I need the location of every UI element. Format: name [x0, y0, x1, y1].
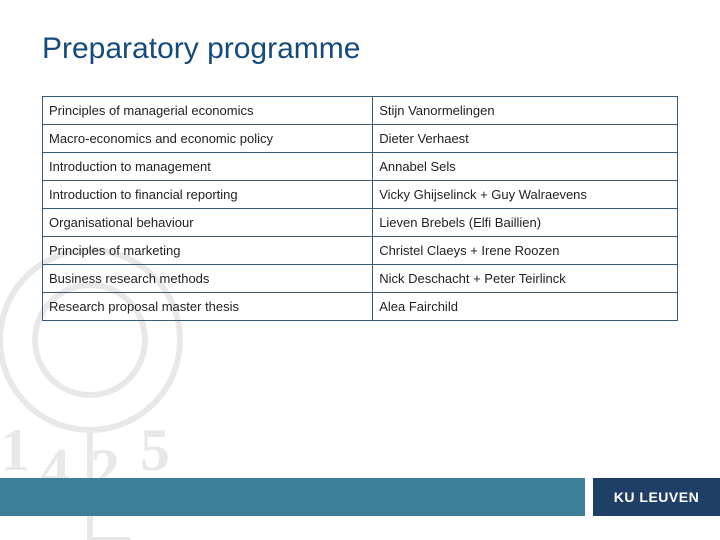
- table-row: Principles of marketing Christel Claeys …: [43, 237, 678, 265]
- instructor-cell: Stijn Vanormelingen: [373, 97, 678, 125]
- svg-text:1: 1: [0, 417, 30, 483]
- instructor-cell: Alea Fairchild: [373, 293, 678, 321]
- course-cell: Introduction to financial reporting: [43, 181, 373, 209]
- table-row: Research proposal master thesis Alea Fai…: [43, 293, 678, 321]
- table-row: Introduction to management Annabel Sels: [43, 153, 678, 181]
- table-row: Macro-economics and economic policy Diet…: [43, 125, 678, 153]
- course-table: Principles of managerial economics Stijn…: [42, 96, 678, 321]
- instructor-cell: Dieter Verhaest: [373, 125, 678, 153]
- course-cell: Principles of marketing: [43, 237, 373, 265]
- course-cell: Introduction to management: [43, 153, 373, 181]
- course-cell: Macro-economics and economic policy: [43, 125, 373, 153]
- svg-text:5: 5: [140, 417, 170, 483]
- footer-gap: [585, 478, 593, 516]
- table-row: Principles of managerial economics Stijn…: [43, 97, 678, 125]
- course-cell: Business research methods: [43, 265, 373, 293]
- course-cell: Research proposal master thesis: [43, 293, 373, 321]
- footer-band: [0, 478, 585, 516]
- table-row: Business research methods Nick Deschacht…: [43, 265, 678, 293]
- ku-leuven-logo: KU LEUVEN: [593, 478, 720, 516]
- instructor-cell: Christel Claeys + Irene Roozen: [373, 237, 678, 265]
- instructor-cell: Vicky Ghijselinck + Guy Walraevens: [373, 181, 678, 209]
- instructor-cell: Annabel Sels: [373, 153, 678, 181]
- course-cell: Principles of managerial economics: [43, 97, 373, 125]
- course-cell: Organisational behaviour: [43, 209, 373, 237]
- page-title: Preparatory programme: [42, 32, 360, 66]
- table-row: Introduction to financial reporting Vick…: [43, 181, 678, 209]
- instructor-cell: Nick Deschacht + Peter Teirlinck: [373, 265, 678, 293]
- instructor-cell: Lieven Brebels (Elfi Baillien): [373, 209, 678, 237]
- table-row: Organisational behaviour Lieven Brebels …: [43, 209, 678, 237]
